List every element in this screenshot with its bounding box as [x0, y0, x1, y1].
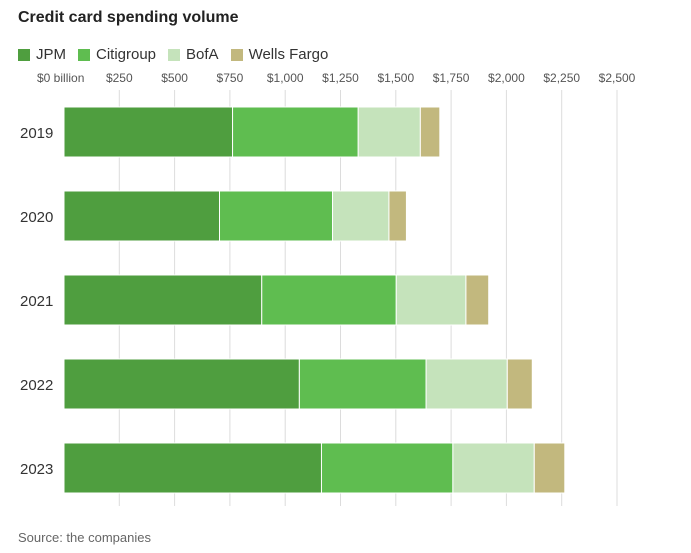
y-category-label: 2020: [20, 209, 53, 226]
x-tick-label: $750: [217, 71, 244, 85]
x-tick-label: $250: [106, 71, 133, 85]
bar-segment-wells-fargo: [465, 274, 490, 326]
bar-segment-citigroup: [320, 442, 454, 494]
bar-segment-wells-fargo: [533, 442, 566, 494]
legend-swatch-wells-fargo: [230, 48, 243, 61]
legend-label-citigroup: Citigroup: [96, 46, 157, 63]
x-tick-label: $2,000: [488, 71, 525, 85]
bar-segment-jpm: [63, 274, 263, 326]
bar-segment-wells-fargo: [419, 106, 441, 158]
bar-segment-bofa: [452, 442, 535, 494]
legend-label-jpm: JPM: [36, 46, 66, 63]
bar-segment-bofa: [357, 106, 421, 158]
x-tick-label: $1,500: [377, 71, 414, 85]
bar-segment-jpm: [63, 442, 322, 494]
source-note: Source: the companies: [18, 530, 151, 545]
bar-segment-jpm: [63, 358, 300, 410]
y-category-label: 2023: [20, 461, 53, 478]
legend-item-jpm: JPM: [18, 46, 66, 63]
bar-segment-wells-fargo: [506, 358, 533, 410]
bar-segment-bofa: [425, 358, 508, 410]
x-tick-label: $2,500: [599, 71, 636, 85]
bar-segment-wells-fargo: [388, 190, 407, 242]
chart-title: Credit card spending volume: [18, 9, 239, 26]
legend-swatch-bofa: [168, 48, 181, 61]
bar-segment-citigroup: [261, 274, 397, 326]
y-category-label: 2021: [20, 293, 53, 310]
stacked-bar-chart: $0 billion $250 $500 $750 $1,000 $1,250 $1,500…: [20, 71, 636, 506]
bar-segment-bofa: [332, 190, 390, 242]
bar-segment-jpm: [63, 190, 221, 242]
legend-label-wells-fargo: Wells Fargo: [248, 46, 329, 63]
bar-segment-citigroup: [298, 358, 427, 410]
x-tick-label: $2,250: [543, 71, 580, 85]
bar-segment-citigroup: [219, 190, 334, 242]
bar-segment-citigroup: [232, 106, 359, 158]
x-tick-label: $1,000: [267, 71, 304, 85]
bar-segment-bofa: [395, 274, 467, 326]
legend: JPM Citigroup BofA Wells Fargo: [18, 46, 340, 63]
y-category-label: 2019: [20, 125, 53, 142]
legend-swatch-citigroup: [78, 48, 90, 61]
x-tick-label: $0 billion: [37, 71, 84, 85]
legend-swatch-jpm: [18, 48, 30, 61]
legend-label-bofa: BofA: [186, 46, 219, 63]
x-tick-label: $1,250: [322, 71, 359, 85]
legend-item-bofa: BofA: [168, 46, 219, 63]
bar-segment-jpm: [63, 106, 234, 158]
legend-item-wells-fargo: Wells Fargo: [230, 46, 329, 63]
y-category-label: 2022: [20, 377, 53, 394]
x-tick-label: $500: [161, 71, 188, 85]
x-tick-label: $1,750: [433, 71, 470, 85]
legend-item-citigroup: Citigroup: [78, 46, 156, 63]
